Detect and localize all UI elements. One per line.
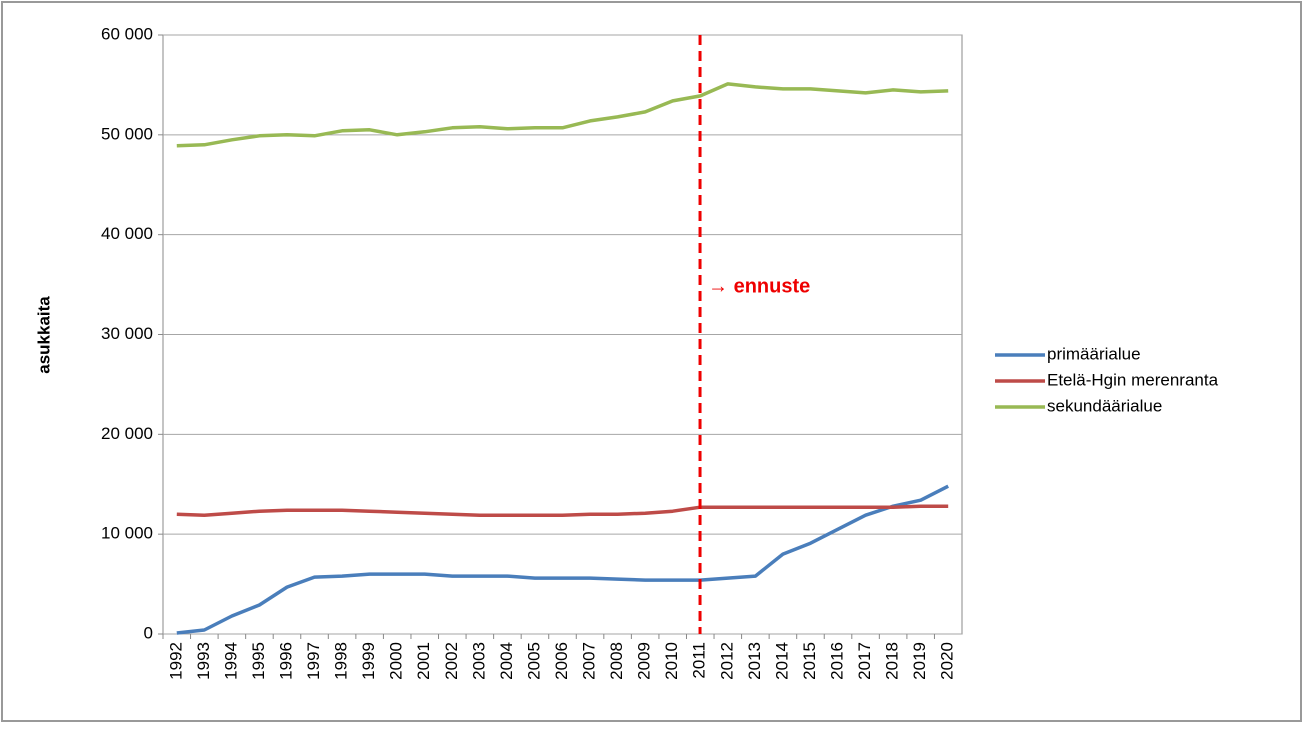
- y-tick-label: 60 000: [101, 24, 153, 43]
- y-axis-label: asukkaita: [34, 296, 53, 374]
- x-tick-label: 2015: [800, 642, 819, 680]
- x-tick-label: 1996: [276, 642, 295, 680]
- series-line: [176, 82, 949, 148]
- x-tick-label: 2011: [690, 642, 709, 679]
- x-tick-label: 1993: [194, 642, 213, 680]
- x-tick-label: 1995: [249, 642, 268, 680]
- x-tick-label: 2009: [635, 642, 654, 680]
- y-tick-label: 40 000: [101, 224, 153, 243]
- y-tick-label: 30 000: [101, 324, 153, 343]
- x-tick-label: 2002: [442, 642, 461, 680]
- legend-label: primäärialue: [1047, 344, 1141, 363]
- x-tick-label: 1999: [359, 642, 378, 680]
- x-tick-label: 2018: [883, 642, 902, 680]
- x-tick-label: 2016: [828, 642, 847, 680]
- x-tick-label: 1997: [304, 642, 323, 680]
- legend-label: sekundäärialue: [1047, 396, 1162, 415]
- y-tick-label: 20 000: [101, 424, 153, 443]
- x-tick-label: 2005: [524, 642, 543, 680]
- x-tick-label: 2000: [387, 642, 406, 680]
- x-tick-label: 2012: [717, 642, 736, 680]
- x-tick-label: 2010: [662, 642, 681, 680]
- x-tick-label: 2008: [607, 642, 626, 680]
- annotation: → ennuste: [708, 275, 810, 297]
- x-tick-label: 2017: [855, 642, 874, 680]
- x-tick-label: 1994: [221, 642, 240, 680]
- legend-label: Etelä-Hgin merenranta: [1047, 370, 1219, 389]
- y-tick-label: 0: [144, 623, 153, 642]
- x-tick-label: 2003: [469, 642, 488, 680]
- x-tick-label: 2014: [772, 642, 791, 680]
- series-line: [176, 484, 949, 635]
- y-tick-label: 50 000: [101, 124, 153, 143]
- x-tick-label: 2013: [745, 642, 764, 680]
- x-tick-label: 2019: [910, 642, 929, 680]
- x-tick-label: 2020: [938, 642, 957, 680]
- x-tick-label: 2001: [414, 642, 433, 680]
- x-tick-label: 2004: [497, 642, 516, 680]
- series-line: [176, 504, 949, 517]
- x-tick-label: 1998: [332, 642, 351, 680]
- y-tick-label: 10 000: [101, 524, 153, 543]
- x-tick-label: 2006: [552, 642, 571, 680]
- x-tick-label: 2007: [580, 642, 599, 680]
- x-tick-label: 1992: [166, 642, 185, 680]
